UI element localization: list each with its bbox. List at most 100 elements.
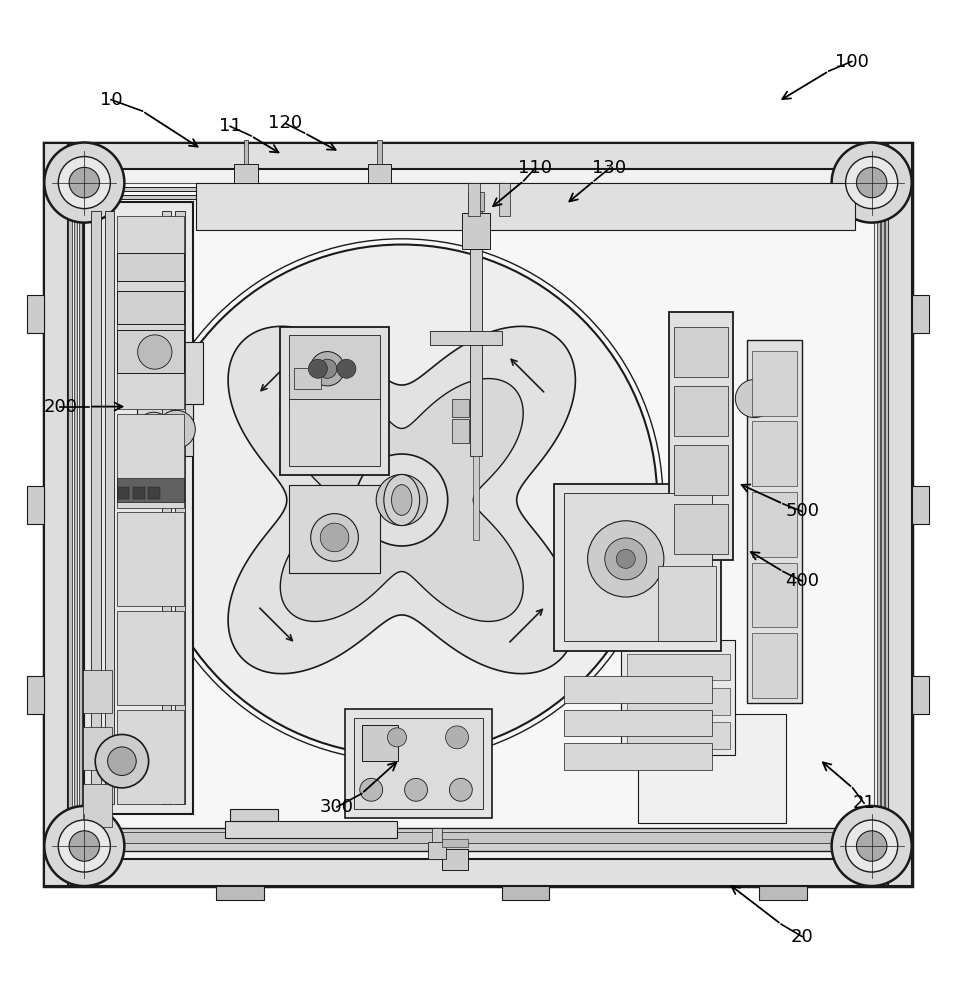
Text: 130: 130 — [593, 159, 626, 177]
Bar — [68, 842, 888, 846]
Circle shape — [359, 778, 382, 801]
Bar — [378, 140, 381, 164]
Bar — [117, 414, 184, 508]
Bar — [230, 809, 278, 833]
Bar — [117, 512, 184, 606]
Circle shape — [588, 521, 663, 597]
Bar — [162, 211, 171, 804]
Bar — [68, 835, 888, 839]
Bar — [674, 445, 728, 495]
Bar — [751, 421, 797, 486]
Bar — [244, 140, 249, 164]
Bar — [83, 784, 112, 827]
Polygon shape — [228, 326, 576, 674]
Bar — [354, 718, 483, 809]
Bar — [148, 487, 160, 499]
Bar — [747, 340, 802, 703]
Bar — [81, 183, 875, 833]
Bar — [674, 386, 728, 436]
Bar — [912, 676, 929, 714]
Bar — [888, 143, 912, 886]
Bar — [294, 368, 320, 389]
Circle shape — [857, 831, 887, 861]
Bar — [564, 676, 711, 703]
Bar — [91, 211, 100, 804]
Ellipse shape — [392, 485, 412, 515]
Bar — [502, 886, 550, 900]
Bar — [44, 143, 68, 886]
Bar — [428, 842, 445, 859]
Bar — [564, 493, 711, 641]
Circle shape — [138, 335, 172, 369]
Circle shape — [58, 820, 110, 872]
Bar — [468, 192, 484, 211]
Circle shape — [44, 143, 124, 223]
Text: 100: 100 — [835, 53, 869, 71]
Circle shape — [387, 728, 406, 747]
Bar — [564, 710, 711, 736]
Bar — [68, 169, 72, 859]
Bar — [118, 487, 129, 499]
Bar — [430, 331, 502, 345]
Text: 21: 21 — [853, 794, 876, 812]
Bar — [751, 492, 797, 557]
Text: 120: 120 — [269, 114, 302, 132]
Text: 20: 20 — [791, 928, 814, 946]
Bar — [499, 183, 511, 216]
Circle shape — [832, 143, 912, 223]
Bar — [290, 485, 380, 573]
Bar — [473, 456, 479, 540]
Bar — [658, 566, 716, 641]
Bar — [216, 886, 264, 900]
Circle shape — [311, 514, 358, 561]
Bar — [27, 486, 44, 524]
Bar — [83, 727, 112, 770]
Circle shape — [44, 806, 124, 886]
Circle shape — [377, 474, 427, 526]
Circle shape — [445, 726, 468, 749]
Bar — [368, 164, 391, 183]
Bar — [226, 821, 397, 838]
Bar — [621, 640, 735, 755]
Text: 400: 400 — [785, 572, 819, 590]
Bar — [117, 478, 184, 502]
Circle shape — [320, 523, 349, 552]
Bar — [77, 832, 879, 843]
Circle shape — [317, 359, 337, 378]
Bar — [912, 295, 929, 333]
Bar — [44, 143, 912, 886]
Bar — [885, 169, 888, 859]
Text: 200: 200 — [43, 398, 77, 416]
Bar — [442, 839, 468, 847]
Bar — [27, 676, 44, 714]
Bar — [117, 216, 184, 310]
Bar — [290, 335, 380, 401]
Circle shape — [108, 747, 136, 775]
Bar — [554, 484, 721, 651]
Bar — [432, 828, 442, 842]
Bar — [79, 169, 82, 859]
Bar — [117, 710, 184, 804]
Bar — [290, 399, 380, 466]
Bar — [280, 327, 389, 475]
Bar — [117, 291, 184, 324]
Circle shape — [832, 806, 912, 886]
Bar — [74, 169, 76, 859]
Bar — [627, 722, 729, 749]
Bar — [564, 743, 711, 770]
Bar — [361, 725, 398, 761]
Bar — [175, 211, 185, 804]
Bar — [881, 169, 884, 859]
Circle shape — [846, 820, 898, 872]
Bar — [234, 164, 258, 183]
Circle shape — [356, 454, 447, 546]
Bar — [442, 849, 468, 870]
Bar — [877, 169, 880, 859]
Bar — [751, 633, 797, 698]
Bar — [639, 714, 786, 823]
Circle shape — [617, 549, 636, 568]
Circle shape — [404, 778, 427, 801]
Bar — [344, 709, 492, 818]
Circle shape — [69, 167, 99, 198]
Bar — [133, 487, 144, 499]
